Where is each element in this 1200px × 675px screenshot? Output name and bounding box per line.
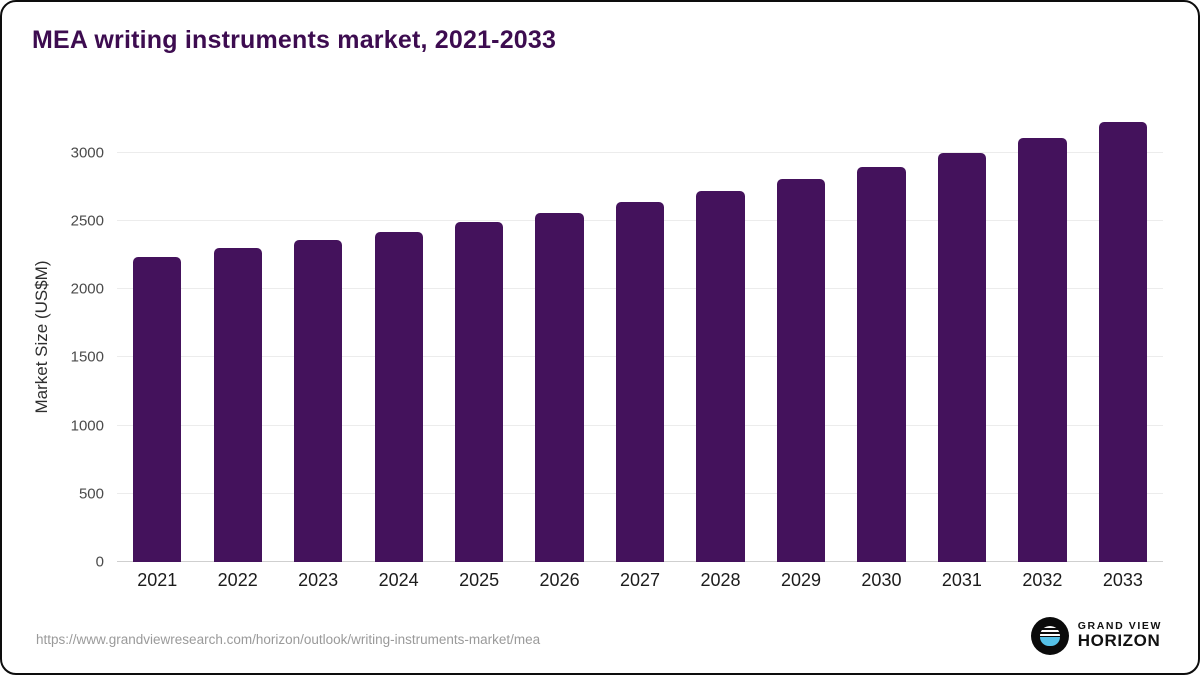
y-tick-label-1500: 1500 [70,348,104,366]
x-label-2033: 2033 [1102,570,1143,590]
x-label-2022: 2022 [217,570,258,590]
bar-slot-2030 [841,112,921,562]
y-tick-label-2500: 2500 [70,212,104,230]
y-tick-label-0: 0 [95,553,104,571]
x-label-2027: 2027 [620,570,661,590]
bar-2021 [133,256,182,562]
sun-base-icon [1039,637,1060,646]
brand-text: GRAND VIEW HORIZON [1077,619,1162,651]
grand-view-horizon-icon [1030,617,1069,655]
bar-slot-2026 [519,112,599,562]
bar-slot-2033 [1083,112,1163,562]
plot-area [117,112,1163,562]
y-tick-label-1000: 1000 [70,417,104,435]
bar-slot-2022 [197,112,277,562]
x-label-2030: 2030 [861,570,902,590]
bar-slot-2032 [1002,112,1082,562]
bars [117,112,1163,562]
brand-name-top: GRAND VIEW [1077,619,1162,632]
x-label-2028: 2028 [700,570,741,590]
bar-2029 [776,178,826,562]
brand-logo: GRAND VIEW HORIZON [1030,617,1162,655]
bar-slot-2024 [358,112,438,562]
bar-slot-2028 [680,112,760,562]
bar-2023 [294,240,343,562]
x-label-2031: 2031 [941,570,982,590]
y-tick-label-3000: 3000 [70,144,104,162]
y-tick-label-2000: 2000 [70,280,104,298]
source-url: https://www.grandviewresearch.com/horizo… [36,632,541,647]
bar-slot-2025 [439,112,519,562]
x-label-2024: 2024 [378,570,419,590]
x-label-2026: 2026 [539,570,580,590]
bar-slot-2031 [922,112,1002,562]
bar-slot-2021 [117,112,197,562]
y-tick-label-500: 500 [78,485,104,503]
bar-2030 [857,166,906,562]
bar-slot-2027 [600,112,680,562]
brand-name-bottom: HORIZON [1077,631,1161,651]
bar-2033 [1098,121,1147,562]
x-label-2023: 2023 [298,570,339,590]
bar-2024 [374,232,423,562]
bar-2032 [1018,137,1067,562]
x-label-2025: 2025 [459,570,500,590]
x-labels: 2021 2022 2023 2024 2025 2026 2027 2028 2029 2030… [117,570,1163,591]
x-label-2032: 2032 [1022,570,1063,590]
bar-slot-2029 [761,112,841,562]
x-label-2021: 2021 [137,570,178,590]
bar-2022 [213,248,262,562]
bar-2025 [454,222,504,562]
chart-title: MEA writing instruments market, 2021-203… [32,26,557,54]
bar-2027 [615,202,665,562]
bar-2031 [937,152,987,562]
y-tick-labels: 0 500 1000 1500 2000 2500 3000 [42,112,112,570]
x-label-2029: 2029 [780,570,821,590]
gridline-3000 [117,151,1163,153]
bar-2026 [535,212,584,562]
bar-slot-2023 [278,112,358,562]
sun-stripes-icon [1039,626,1060,636]
bar-2028 [696,191,745,562]
